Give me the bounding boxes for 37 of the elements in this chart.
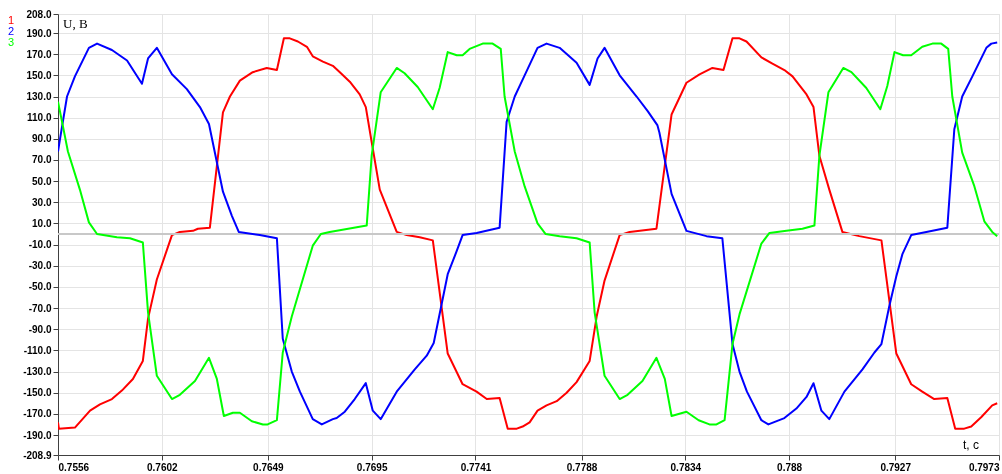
y-tick-label: 50.0 — [32, 175, 52, 187]
y-tick-label: -30.0 — [28, 260, 52, 272]
y-tick-label: -170.0 — [23, 408, 52, 420]
x-tick-label: 0.7741 — [460, 461, 492, 473]
text: 2 — [8, 25, 15, 37]
y-tick-label: 90.0 — [32, 133, 52, 145]
y-tick-label: -208.9 — [23, 449, 52, 461]
text: 3 — [8, 36, 15, 48]
y-tick-label: 190.0 — [26, 27, 52, 39]
y-tick-label: -110.0 — [23, 344, 52, 356]
x-tick-label: 0.7788 — [566, 461, 598, 473]
y-tick-label: -10.0 — [28, 239, 52, 251]
x-tick-label: 0.7927 — [880, 461, 912, 473]
y-tick-label: -90.0 — [28, 323, 52, 335]
x-tick-label: 0.788 — [777, 461, 803, 473]
y-tick-label: 30.0 — [32, 196, 52, 208]
x-tick-label: 0.7602 — [147, 461, 179, 473]
x-tick-label: 0.7556 — [58, 461, 90, 473]
y-tick-label: -130.0 — [23, 366, 52, 378]
y-tick-label: 208.0 — [26, 8, 52, 20]
x-tick-label: 0.7695 — [356, 461, 388, 473]
y-tick-label: -150.0 — [23, 387, 52, 399]
y-tick-label: 10.0 — [32, 217, 52, 229]
x-tick-label: 0.7649 — [253, 461, 285, 473]
y-tick-label: 110.0 — [27, 112, 52, 124]
y-tick-label: 150.0 — [26, 69, 52, 81]
x-tick-label: 0.7973 — [968, 461, 1000, 473]
x-tick-label: 0.7834 — [670, 461, 702, 473]
y-tick-label: 130.0 — [26, 91, 52, 103]
y-tick-label: -190.0 — [23, 429, 52, 441]
y-tick-label: -70.0 — [28, 302, 52, 314]
x-axis-title: t, c — [962, 438, 979, 452]
text: 1 — [8, 14, 15, 26]
y-axis-title: U, B — [63, 16, 88, 31]
y-tick-label: -50.0 — [28, 281, 52, 293]
y-tick-label: 170.0 — [26, 48, 52, 60]
y-tick-label: 70.0 — [32, 154, 52, 166]
